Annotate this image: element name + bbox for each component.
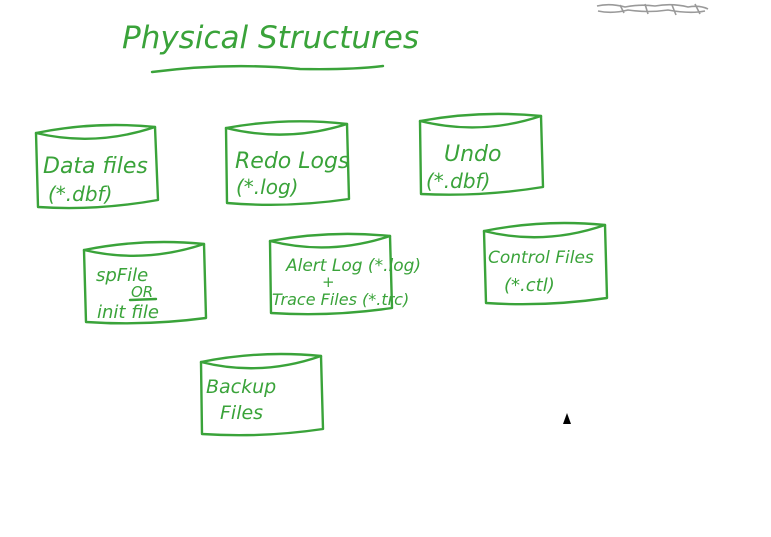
datastore-top-rim xyxy=(224,122,349,136)
datastore-shape xyxy=(482,221,609,306)
page-title: Physical Structures xyxy=(122,20,419,56)
datastore-extension: (*.log) xyxy=(236,175,298,199)
datastore-shape xyxy=(34,123,160,210)
datastore-label: Backup xyxy=(206,376,276,398)
datastore-extension: (*.ctl) xyxy=(504,275,555,296)
datastore-shape xyxy=(268,232,394,316)
datastore-alert-log: Alert Log (*.log) + Trace Files (*.trc) xyxy=(268,232,421,316)
datastore-top-rim xyxy=(82,242,206,257)
title-underline xyxy=(150,64,385,74)
datastore-label: Data files xyxy=(43,154,148,179)
datastore-conjunction: OR xyxy=(131,283,153,301)
datastore-top-rim xyxy=(418,114,543,129)
datastore-spfile: spFile OR init file xyxy=(82,240,208,325)
datastore-shape xyxy=(418,112,545,196)
datastore-shape xyxy=(224,120,351,206)
datastore-backup-files: Backup Files xyxy=(199,352,325,437)
datastore-shape xyxy=(199,352,325,437)
datastore-data-files: Data files (*.dbf) xyxy=(34,123,160,210)
datastore-control-files: Control Files (*.ctl) xyxy=(482,221,609,306)
datastore-label: Control Files xyxy=(488,248,594,268)
datastore-top-rim xyxy=(34,125,157,140)
datastore-undo: Undo (*.dbf) xyxy=(418,112,545,196)
conjunction-underline xyxy=(128,297,158,302)
datastore-top-rim xyxy=(268,234,392,249)
datastore-label: Alert Log (*.log) xyxy=(285,256,421,276)
datastore-label: Undo xyxy=(444,142,501,167)
datastore-label-alt: init file xyxy=(97,302,159,323)
datastore-plus: + xyxy=(322,273,335,291)
datastore-label-line2: Files xyxy=(220,402,263,424)
datastore-label-secondary: Trace Files (*.trc) xyxy=(272,290,409,309)
datastore-top-rim xyxy=(482,223,607,239)
datastore-redo-logs: Redo Logs (*.log) xyxy=(224,120,351,206)
datastore-extension: (*.dbf) xyxy=(426,169,490,193)
handwritten-logo-icon xyxy=(596,3,709,16)
datastore-top-rim xyxy=(199,354,323,370)
datastore-label: Redo Logs xyxy=(235,149,349,174)
datastore-extension: (*.dbf) xyxy=(48,182,112,206)
datastore-shape xyxy=(82,240,208,325)
mouse-pointer-icon xyxy=(563,413,571,424)
datastore-label: spFile xyxy=(96,265,148,286)
